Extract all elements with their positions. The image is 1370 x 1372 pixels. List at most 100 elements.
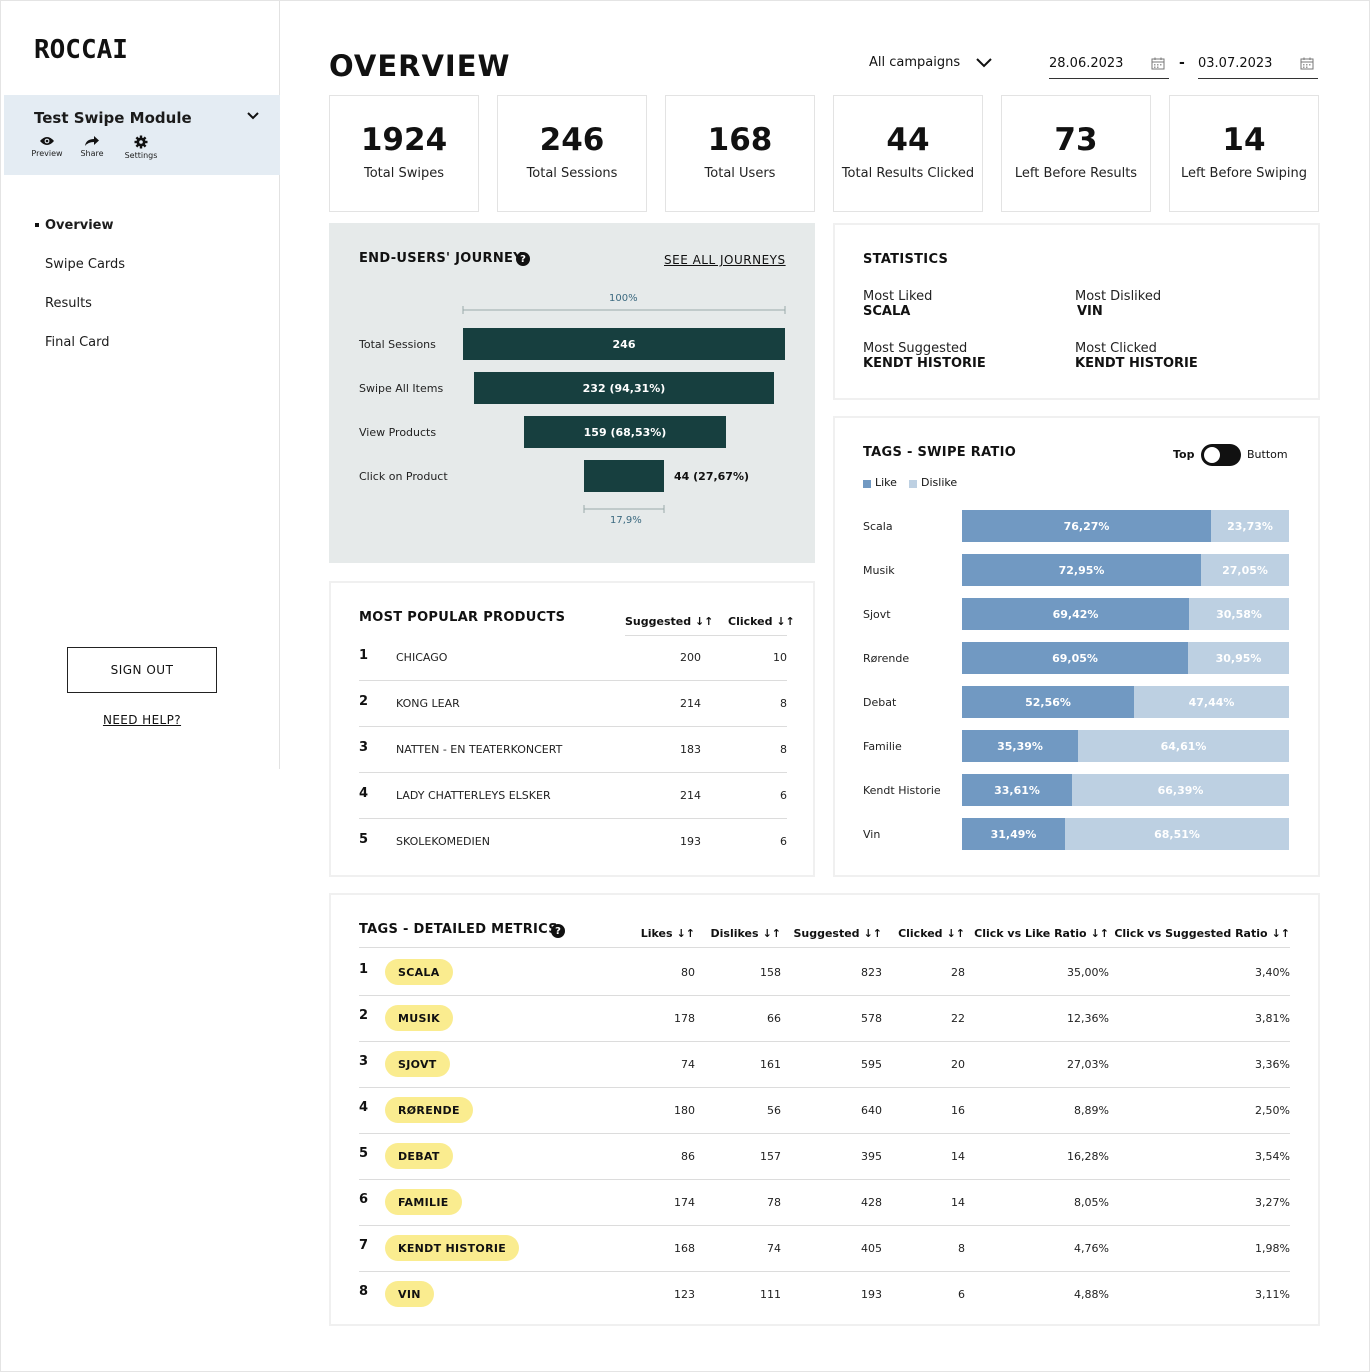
metric-cl: 4,88% bbox=[1074, 1288, 1109, 1301]
like-segment: 76,27% bbox=[962, 510, 1211, 542]
product-name[interactable]: KONG LEAR bbox=[396, 697, 460, 710]
preview-label: Preview bbox=[31, 149, 63, 158]
tag-pill[interactable]: VIN bbox=[385, 1281, 434, 1307]
column-header-label: Click vs Like Ratio bbox=[974, 927, 1087, 940]
metric-likes: 86 bbox=[681, 1150, 695, 1163]
journey-step-label: Total Sessions bbox=[359, 338, 436, 351]
tag-pill[interactable]: RØRENDE bbox=[385, 1097, 473, 1123]
tag-pill[interactable]: KENDT HISTORIE bbox=[385, 1235, 520, 1261]
swipe-ratio-tag-label: Debat bbox=[863, 696, 897, 709]
metric-cl: 12,36% bbox=[1067, 1012, 1109, 1025]
column-header[interactable]: Dislikes ↓↑ bbox=[691, 927, 781, 940]
product-name[interactable]: SKOLEKOMEDIEN bbox=[396, 835, 490, 848]
nav-item-overview[interactable]: Overview bbox=[45, 218, 114, 233]
product-name[interactable]: CHICAGO bbox=[396, 651, 448, 664]
kpi-value: 1924 bbox=[360, 122, 448, 158]
nav-item-swipe-cards[interactable]: Swipe Cards bbox=[45, 257, 126, 272]
row-divider bbox=[359, 772, 787, 773]
kpi-label: Left Before Swiping bbox=[1180, 166, 1308, 181]
column-header-label: Dislikes bbox=[710, 927, 759, 940]
dislike-segment: 30,95% bbox=[1188, 642, 1289, 674]
row-divider bbox=[359, 680, 787, 681]
help-icon[interactable]: ? bbox=[551, 924, 565, 938]
tag-pill[interactable]: SJOVT bbox=[385, 1051, 450, 1077]
date-to-field[interactable]: 03.07.2023 bbox=[1198, 53, 1318, 79]
column-header[interactable]: Clicked ↓↑ bbox=[875, 927, 965, 940]
date-from-field[interactable]: 28.06.2023 bbox=[1049, 53, 1169, 79]
sort-icon: ↓↑ bbox=[863, 927, 882, 940]
column-header-clicked[interactable]: Clicked ↓↑ bbox=[728, 615, 795, 628]
column-header-suggested[interactable]: Suggested ↓↑ bbox=[625, 615, 713, 628]
row-divider bbox=[359, 1179, 1290, 1180]
share-button[interactable]: Share bbox=[72, 135, 112, 158]
metric-likes: 174 bbox=[674, 1196, 695, 1209]
metric-suggested: 578 bbox=[861, 1012, 882, 1025]
metric-likes: 74 bbox=[681, 1058, 695, 1071]
kpi-card-total-sessions: 246 Total Sessions bbox=[497, 95, 647, 212]
product-rank: 3 bbox=[359, 740, 369, 755]
share-label: Share bbox=[80, 149, 104, 158]
nav-item-results[interactable]: Results bbox=[45, 296, 92, 311]
metric-cl: 4,76% bbox=[1074, 1242, 1109, 1255]
calendar-icon[interactable] bbox=[1300, 57, 1314, 70]
metric-cs: 3,81% bbox=[1255, 1012, 1290, 1025]
tags-metrics-panel: TAGS - DETAILED METRICS ? Likes ↓↑ Dislike… bbox=[329, 893, 1320, 1326]
module-selector[interactable]: Test Swipe Module Preview Share Settings bbox=[4, 95, 280, 175]
row-divider bbox=[359, 1087, 1290, 1088]
most-disliked-label: Most Disliked bbox=[1075, 289, 1162, 304]
metric-dislikes: 56 bbox=[767, 1104, 781, 1117]
like-segment: 69,42% bbox=[962, 598, 1189, 630]
preview-button[interactable]: Preview bbox=[27, 135, 67, 158]
chevron-down-icon[interactable] bbox=[246, 109, 260, 123]
tag-rank: 1 bbox=[359, 962, 369, 977]
tag-pill[interactable]: MUSIK bbox=[385, 1005, 453, 1031]
legend-like-label: Like bbox=[875, 476, 897, 489]
kpi-card-total-swipes: 1924 Total Swipes bbox=[329, 95, 479, 212]
metric-cs: 3,36% bbox=[1255, 1058, 1290, 1071]
swipe-ratio-bar: 52,56% 47,44% bbox=[962, 686, 1289, 718]
journey-bottom-percent: 17,9% bbox=[610, 515, 642, 526]
metric-likes: 180 bbox=[674, 1104, 695, 1117]
sort-icon: ↓↑ bbox=[946, 927, 965, 940]
product-clicked: 8 bbox=[780, 697, 787, 710]
product-name[interactable]: NATTEN - EN TEATERKONCERT bbox=[396, 743, 563, 756]
swipe-ratio-bar: 69,05% 30,95% bbox=[962, 642, 1289, 674]
like-segment: 52,56% bbox=[962, 686, 1134, 718]
sign-out-button[interactable]: SIGN OUT bbox=[67, 647, 217, 693]
column-header-label: Suggested bbox=[625, 615, 692, 628]
journey-step-label: Swipe All Items bbox=[359, 382, 444, 395]
column-header[interactable]: Suggested ↓↑ bbox=[782, 927, 882, 940]
toggle-knob bbox=[1204, 447, 1220, 463]
metric-clicked: 14 bbox=[951, 1150, 965, 1163]
calendar-icon[interactable] bbox=[1151, 57, 1165, 70]
swipe-ratio-tag-label: Musik bbox=[863, 564, 895, 577]
see-all-journeys-link[interactable]: SEE ALL JOURNEYS bbox=[664, 253, 786, 267]
swipe-ratio-tag-label: Familie bbox=[863, 740, 902, 753]
tag-pill[interactable]: DEBAT bbox=[385, 1143, 453, 1169]
column-header[interactable]: Click vs Like Ratio ↓↑ bbox=[949, 927, 1109, 940]
column-header[interactable]: Likes ↓↑ bbox=[625, 927, 695, 940]
tag-rank: 2 bbox=[359, 1008, 369, 1023]
header-divider bbox=[625, 635, 787, 636]
campaign-select[interactable]: All campaigns bbox=[869, 55, 992, 70]
column-header[interactable]: Click vs Suggested Ratio ↓↑ bbox=[1100, 927, 1290, 940]
metric-dislikes: 157 bbox=[760, 1150, 781, 1163]
nav-item-final-card[interactable]: Final Card bbox=[45, 335, 110, 350]
metric-clicked: 28 bbox=[951, 966, 965, 979]
tag-pill[interactable]: FAMILIE bbox=[385, 1189, 462, 1215]
help-icon[interactable]: ? bbox=[516, 252, 530, 266]
module-title: Test Swipe Module bbox=[34, 109, 192, 127]
product-name[interactable]: LADY CHATTERLEYS ELSKER bbox=[396, 789, 551, 802]
metric-likes: 80 bbox=[681, 966, 695, 979]
journey-top-bracket bbox=[462, 306, 786, 314]
settings-button[interactable]: Settings bbox=[121, 135, 161, 160]
need-help-link[interactable]: NEED HELP? bbox=[102, 713, 182, 727]
tag-pill[interactable]: SCALA bbox=[385, 959, 453, 985]
legend-dislike-swatch bbox=[909, 480, 917, 488]
brand-logo[interactable]: RОCCAI bbox=[34, 35, 128, 65]
product-rank: 2 bbox=[359, 694, 369, 709]
sort-icon: ↓↑ bbox=[694, 615, 714, 628]
top-bottom-toggle[interactable] bbox=[1201, 444, 1241, 466]
product-suggested: 214 bbox=[680, 697, 701, 710]
metric-clicked: 14 bbox=[951, 1196, 965, 1209]
